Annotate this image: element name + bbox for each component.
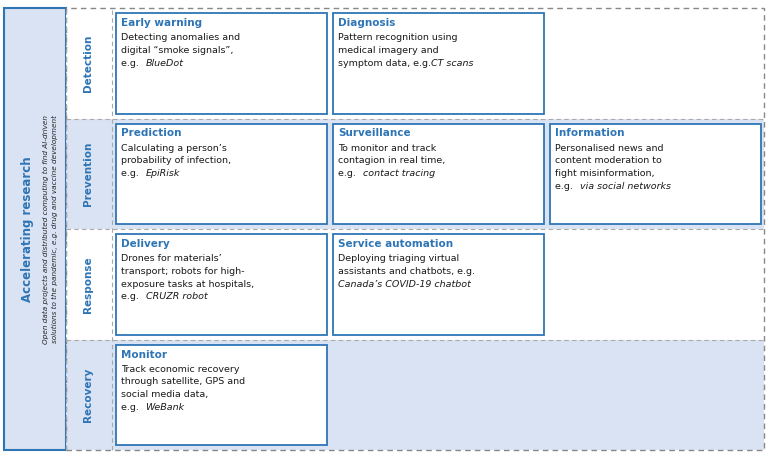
Text: Personalised news and: Personalised news and xyxy=(555,144,664,153)
Text: Information: Information xyxy=(555,129,624,138)
Bar xyxy=(66,119,764,229)
Text: Canada’s COVID-19 chatbot: Canada’s COVID-19 chatbot xyxy=(338,280,471,289)
Text: Service automation: Service automation xyxy=(338,239,453,249)
Bar xyxy=(116,344,327,445)
Text: transport; robots for high-: transport; robots for high- xyxy=(121,267,245,276)
Text: digital “smoke signals”,: digital “smoke signals”, xyxy=(121,46,233,55)
Text: content moderation to: content moderation to xyxy=(555,157,661,165)
Bar xyxy=(66,8,764,119)
Text: Drones for materials’: Drones for materials’ xyxy=(121,254,222,263)
Text: Track economic recovery: Track economic recovery xyxy=(121,365,239,374)
Text: Calculating a person’s: Calculating a person’s xyxy=(121,144,227,153)
Text: Diagnosis: Diagnosis xyxy=(338,18,395,28)
Text: Surveillance: Surveillance xyxy=(338,129,410,138)
Text: CT scans: CT scans xyxy=(431,59,474,68)
Bar xyxy=(66,229,111,339)
Bar xyxy=(333,13,544,114)
Bar xyxy=(116,234,327,334)
Text: through satellite, GPS and: through satellite, GPS and xyxy=(121,377,245,387)
Text: To monitor and track: To monitor and track xyxy=(338,144,437,153)
Text: via social networks: via social networks xyxy=(580,182,671,191)
Text: e.g.: e.g. xyxy=(121,293,142,301)
Text: Open data projects and distributed computing to find AI-driven
solutions to the : Open data projects and distributed compu… xyxy=(43,114,58,344)
Text: Monitor: Monitor xyxy=(121,349,167,360)
Text: Response: Response xyxy=(83,256,93,312)
Text: Prevention: Prevention xyxy=(83,142,93,206)
Bar xyxy=(4,8,66,450)
Bar xyxy=(66,339,111,450)
Bar xyxy=(333,234,544,334)
Bar xyxy=(333,124,544,224)
Text: Detecting anomalies and: Detecting anomalies and xyxy=(121,33,240,42)
Bar xyxy=(550,124,761,224)
Text: exposure tasks at hospitals,: exposure tasks at hospitals, xyxy=(121,280,254,289)
Text: WeBank: WeBank xyxy=(146,403,185,412)
Text: contact tracing: contact tracing xyxy=(363,169,435,178)
Text: Recovery: Recovery xyxy=(83,368,93,422)
Bar xyxy=(66,8,111,119)
Bar xyxy=(66,119,111,229)
Bar xyxy=(116,13,327,114)
Text: e.g.: e.g. xyxy=(555,182,576,191)
Text: probability of infection,: probability of infection, xyxy=(121,157,231,165)
Text: CRUZR robot: CRUZR robot xyxy=(146,293,207,301)
Text: Early warning: Early warning xyxy=(121,18,202,28)
Text: e.g.: e.g. xyxy=(121,403,142,412)
Text: e.g.: e.g. xyxy=(338,169,359,178)
Text: Delivery: Delivery xyxy=(121,239,169,249)
Text: e.g.: e.g. xyxy=(121,169,142,178)
Text: assistants and chatbots, e.g.: assistants and chatbots, e.g. xyxy=(338,267,475,276)
Text: EpiRisk: EpiRisk xyxy=(146,169,180,178)
Bar xyxy=(66,339,764,450)
Text: Prediction: Prediction xyxy=(121,129,182,138)
Text: Detection: Detection xyxy=(83,34,93,92)
Text: medical imagery and: medical imagery and xyxy=(338,46,439,55)
Bar xyxy=(116,124,327,224)
Text: e.g.: e.g. xyxy=(121,59,142,68)
Text: fight misinformation,: fight misinformation, xyxy=(555,169,654,178)
Bar xyxy=(66,229,764,339)
Text: BlueDot: BlueDot xyxy=(146,59,183,68)
Text: contagion in real time,: contagion in real time, xyxy=(338,157,445,165)
Text: Pattern recognition using: Pattern recognition using xyxy=(338,33,457,42)
Text: symptom data, e.g.: symptom data, e.g. xyxy=(338,59,434,68)
Text: Accelerating research: Accelerating research xyxy=(21,156,34,302)
Text: Deploying triaging virtual: Deploying triaging virtual xyxy=(338,254,459,263)
Text: social media data,: social media data, xyxy=(121,390,208,399)
